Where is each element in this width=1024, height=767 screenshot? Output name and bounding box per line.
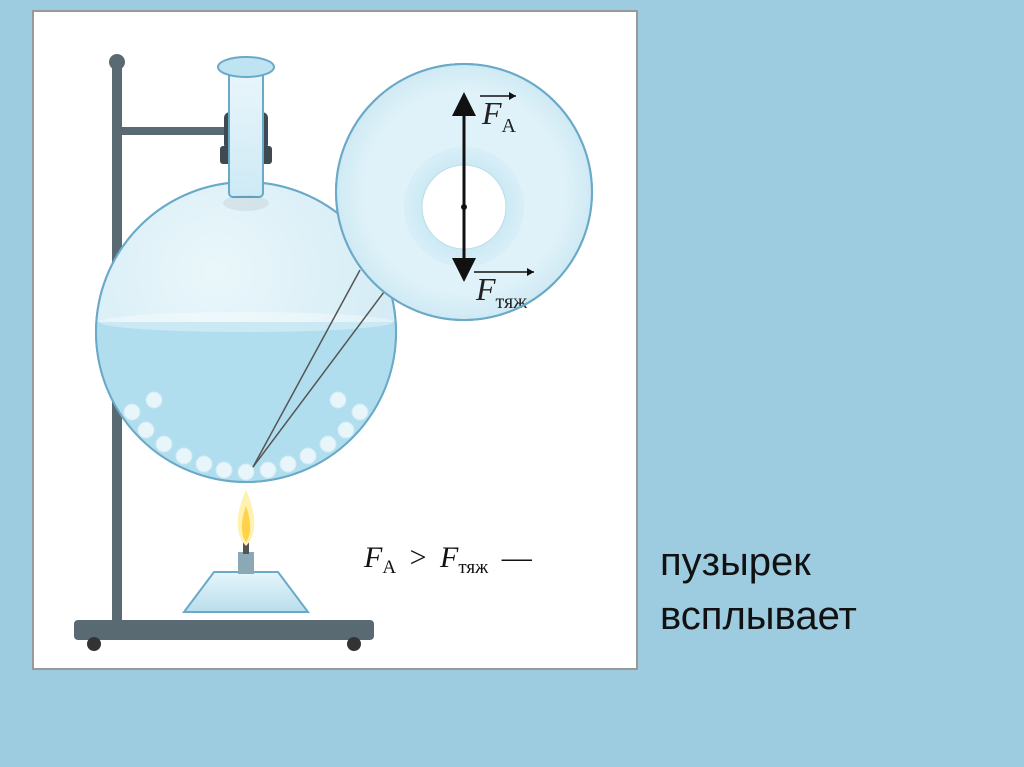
force-inset: FA Fтяж xyxy=(336,64,592,320)
caption-line2: всплывает xyxy=(660,589,857,643)
canvas: FA Fтяж FA > Fтяж — пузырек всплывает xyxy=(0,0,1024,767)
diagram-box: FA Fтяж FA > Fтяж — xyxy=(32,10,638,670)
diagram-svg: FA Fтяж FA > Fтяж — xyxy=(34,12,640,672)
burner xyxy=(184,490,308,612)
inequality-formula: FA > Fтяж — xyxy=(363,541,533,580)
caption: пузырек всплывает xyxy=(660,535,857,643)
caption-line1: пузырек xyxy=(660,535,857,589)
